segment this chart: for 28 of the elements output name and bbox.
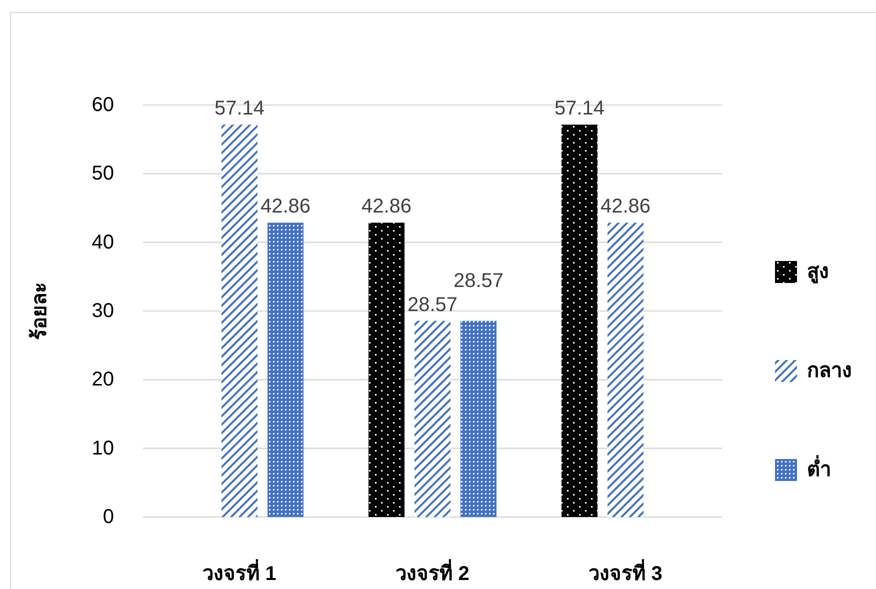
data-label: 42.86 <box>260 196 311 218</box>
legend-label: สูง <box>807 261 829 285</box>
data-label: 28.57 <box>407 294 458 316</box>
x-tick-label: วงจรที่ 3 <box>588 558 662 585</box>
data-label: 28.57 <box>453 270 504 292</box>
x-tick-label: วงจรที่ 2 <box>396 558 470 585</box>
bar <box>562 124 598 517</box>
bar <box>368 222 404 517</box>
y-tick-label: 0 <box>102 506 114 528</box>
legend-label: ต่ำ <box>807 454 831 481</box>
y-tick-label: 50 <box>92 162 114 185</box>
data-label: 42.86 <box>600 196 651 218</box>
bar <box>414 320 450 517</box>
y-tick-label: 10 <box>92 437 114 460</box>
bar <box>460 320 496 517</box>
y-axis-title: ร้อยละ <box>28 282 51 340</box>
y-tick-label: 40 <box>92 231 114 254</box>
y-tick-label: 20 <box>92 368 114 391</box>
data-label: 42.86 <box>361 196 412 218</box>
legend-label: กลาง <box>807 360 852 382</box>
bar <box>268 222 304 517</box>
y-tick-label: 60 <box>92 94 114 116</box>
data-label: 57.14 <box>554 98 605 120</box>
y-tick-label: 30 <box>92 300 114 322</box>
bar <box>222 124 258 517</box>
bar <box>608 222 644 517</box>
data-label: 57.14 <box>214 98 265 120</box>
x-tick-label: วงจรที่ 1 <box>202 558 276 585</box>
